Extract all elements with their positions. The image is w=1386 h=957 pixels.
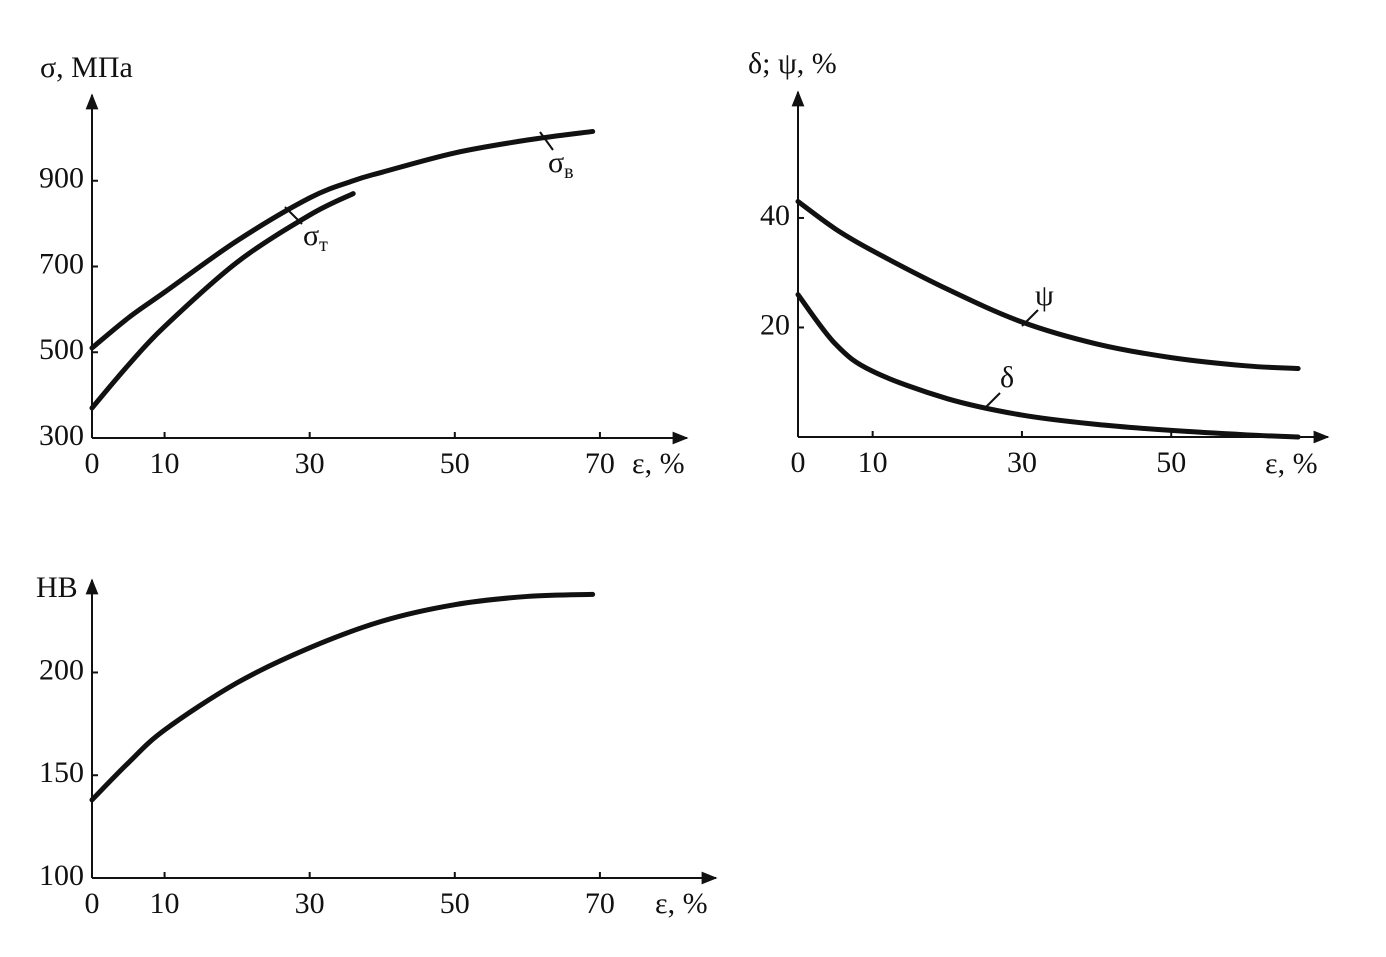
x-tick-label: 0 — [85, 887, 100, 920]
x-tick-label: 70 — [585, 447, 615, 480]
x-axis-label: ε, % — [632, 447, 685, 480]
curve — [795, 292, 1301, 440]
y-tick-label: 200 — [39, 653, 84, 686]
curve-label-leader — [539, 131, 554, 151]
y-tick-label: 500 — [39, 333, 84, 366]
x-axis-label: ε, % — [1265, 447, 1318, 480]
curve-label-subscript: в — [564, 161, 573, 183]
x-tick-label: 10 — [150, 887, 180, 920]
curve — [795, 199, 1301, 372]
x-tick-label: 70 — [585, 887, 615, 920]
curve-label: δ — [1000, 361, 1014, 394]
curve — [89, 191, 356, 411]
x-tick-label: 50 — [1156, 446, 1186, 479]
x-tick-label: 30 — [295, 887, 325, 920]
x-tick-label: 50 — [440, 887, 470, 920]
y-tick-label: 900 — [39, 162, 84, 195]
y-tick-label: 300 — [39, 419, 84, 452]
x-tick-label: 30 — [1007, 446, 1037, 479]
y-axis-label: σ, МПа — [40, 51, 133, 84]
x-tick-label: 10 — [858, 446, 888, 479]
curve-label: σв — [548, 146, 574, 183]
y-axis-label: δ; ψ, % — [748, 47, 837, 80]
y-tick-label: 700 — [39, 247, 84, 280]
curve-label-leader — [984, 392, 1001, 409]
y-tick-label: 100 — [39, 859, 84, 892]
y-tick-label: 20 — [760, 308, 790, 341]
curve — [89, 128, 596, 351]
curve-label-leader — [1021, 309, 1039, 327]
y-axis-label: HB — [36, 571, 78, 604]
y-tick-label: 40 — [760, 199, 790, 232]
curve-label-subscript: т — [319, 234, 328, 256]
x-tick-label: 0 — [791, 446, 806, 479]
curve-label: ψ — [1035, 279, 1054, 312]
curve — [89, 591, 596, 803]
x-tick-label: 50 — [440, 447, 470, 480]
x-tick-label: 0 — [85, 447, 100, 480]
curve-label-leader — [284, 206, 303, 225]
y-tick-label: 150 — [39, 756, 84, 789]
x-axis-label: ε, % — [655, 887, 708, 920]
x-tick-label: 10 — [150, 447, 180, 480]
x-tick-label: 30 — [295, 447, 325, 480]
curve-label: σт — [303, 219, 328, 256]
